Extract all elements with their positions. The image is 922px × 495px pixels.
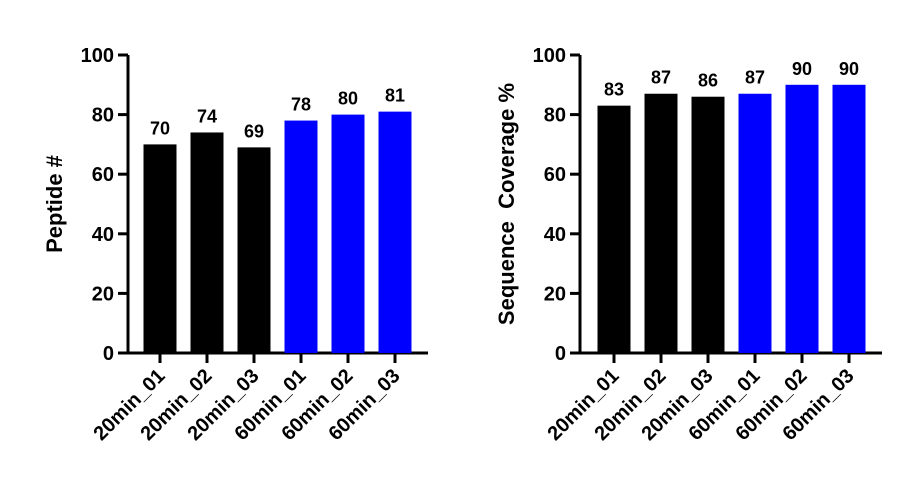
y-tick-label: 100	[533, 45, 566, 67]
bar-20min_02	[644, 93, 678, 354]
bar-20min_01	[597, 105, 631, 353]
data-label-20min_01: 70	[150, 118, 170, 138]
bar-20min_02	[190, 132, 224, 353]
bar-20min_03	[691, 96, 725, 353]
data-label-60min_03: 90	[839, 59, 859, 79]
bar-60min_03	[832, 84, 866, 354]
data-label-20min_03: 86	[698, 71, 718, 91]
y-tick-label: 20	[92, 283, 114, 305]
data-label-60min_02: 90	[792, 59, 812, 79]
bar-60min_01	[284, 120, 318, 353]
y-tick-label: 60	[544, 164, 566, 186]
y-axis-title: Sequence Coverage %	[494, 83, 519, 325]
y-tick-label: 60	[92, 164, 114, 186]
data-label-60min_01: 87	[745, 68, 765, 88]
y-tick-label: 0	[103, 343, 114, 365]
bar-60min_03	[378, 111, 412, 354]
bar-60min_02	[331, 114, 365, 353]
bar-20min_01	[143, 144, 177, 353]
y-tick-label: 100	[81, 45, 114, 67]
y-axis-title: Peptide #	[42, 155, 67, 253]
data-label-60min_01: 78	[291, 95, 311, 115]
data-label-20min_03: 69	[244, 121, 264, 141]
bar-60min_01	[738, 93, 772, 354]
y-tick-label: 80	[92, 105, 114, 127]
bar-60min_02	[785, 84, 819, 354]
data-label-20min_01: 83	[604, 80, 624, 100]
data-label-20min_02: 74	[197, 106, 217, 126]
data-label-60min_02: 80	[338, 89, 358, 109]
y-tick-label: 40	[544, 224, 566, 246]
bar-20min_03	[237, 147, 271, 353]
data-label-20min_02: 87	[651, 68, 671, 88]
y-tick-label: 40	[92, 224, 114, 246]
data-label-60min_03: 81	[385, 86, 405, 106]
y-tick-label: 80	[544, 105, 566, 127]
y-tick-label: 0	[555, 343, 566, 365]
y-tick-label: 20	[544, 283, 566, 305]
